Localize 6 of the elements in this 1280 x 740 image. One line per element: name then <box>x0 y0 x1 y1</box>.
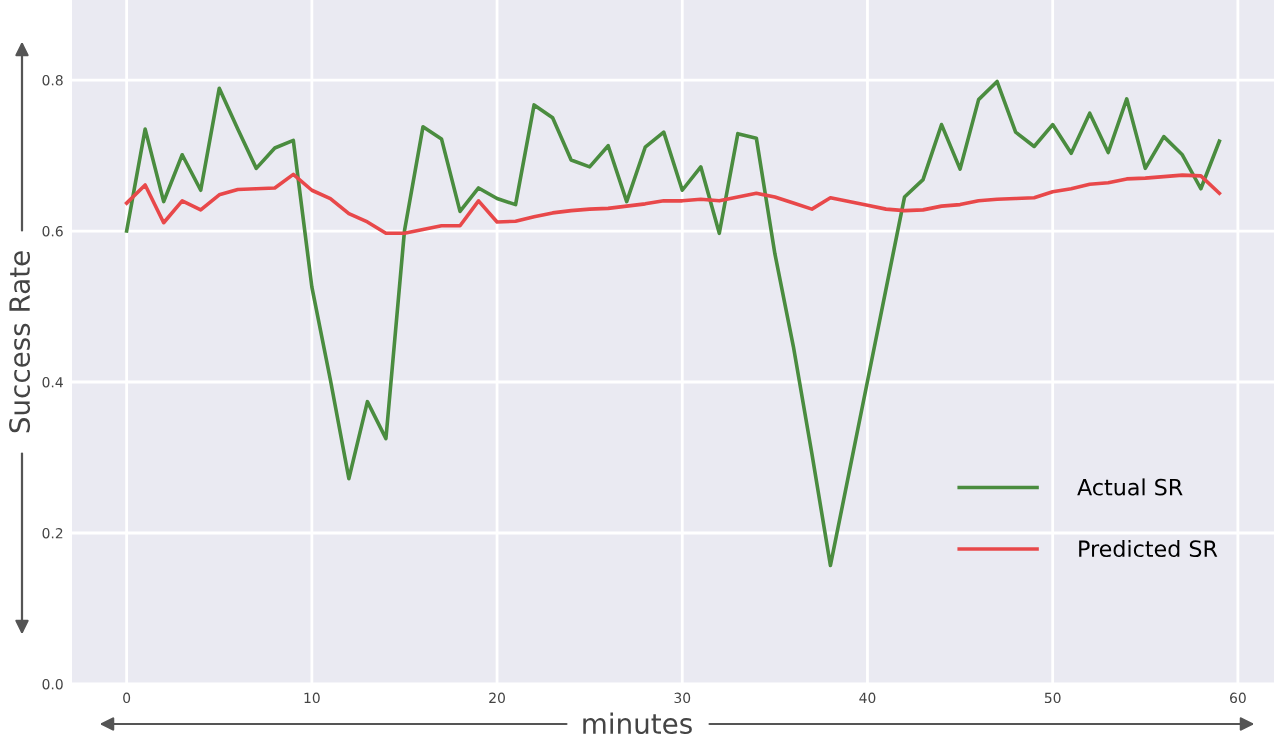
line-series <box>124 172 1222 236</box>
y-axis-title: Success Rate <box>9 251 31 433</box>
line-series <box>124 79 1222 568</box>
legend-label: Actual SR <box>1077 478 1183 496</box>
legend-label: Predicted SR <box>1079 539 1218 558</box>
x-axis-title: minutes <box>583 712 692 735</box>
